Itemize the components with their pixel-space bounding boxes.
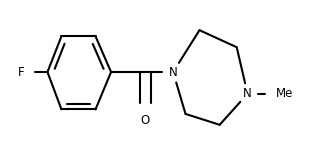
Text: Me: Me <box>276 87 293 100</box>
Text: O: O <box>141 114 150 127</box>
Text: N: N <box>243 87 252 100</box>
Text: F: F <box>18 66 24 79</box>
Text: N: N <box>169 66 177 79</box>
